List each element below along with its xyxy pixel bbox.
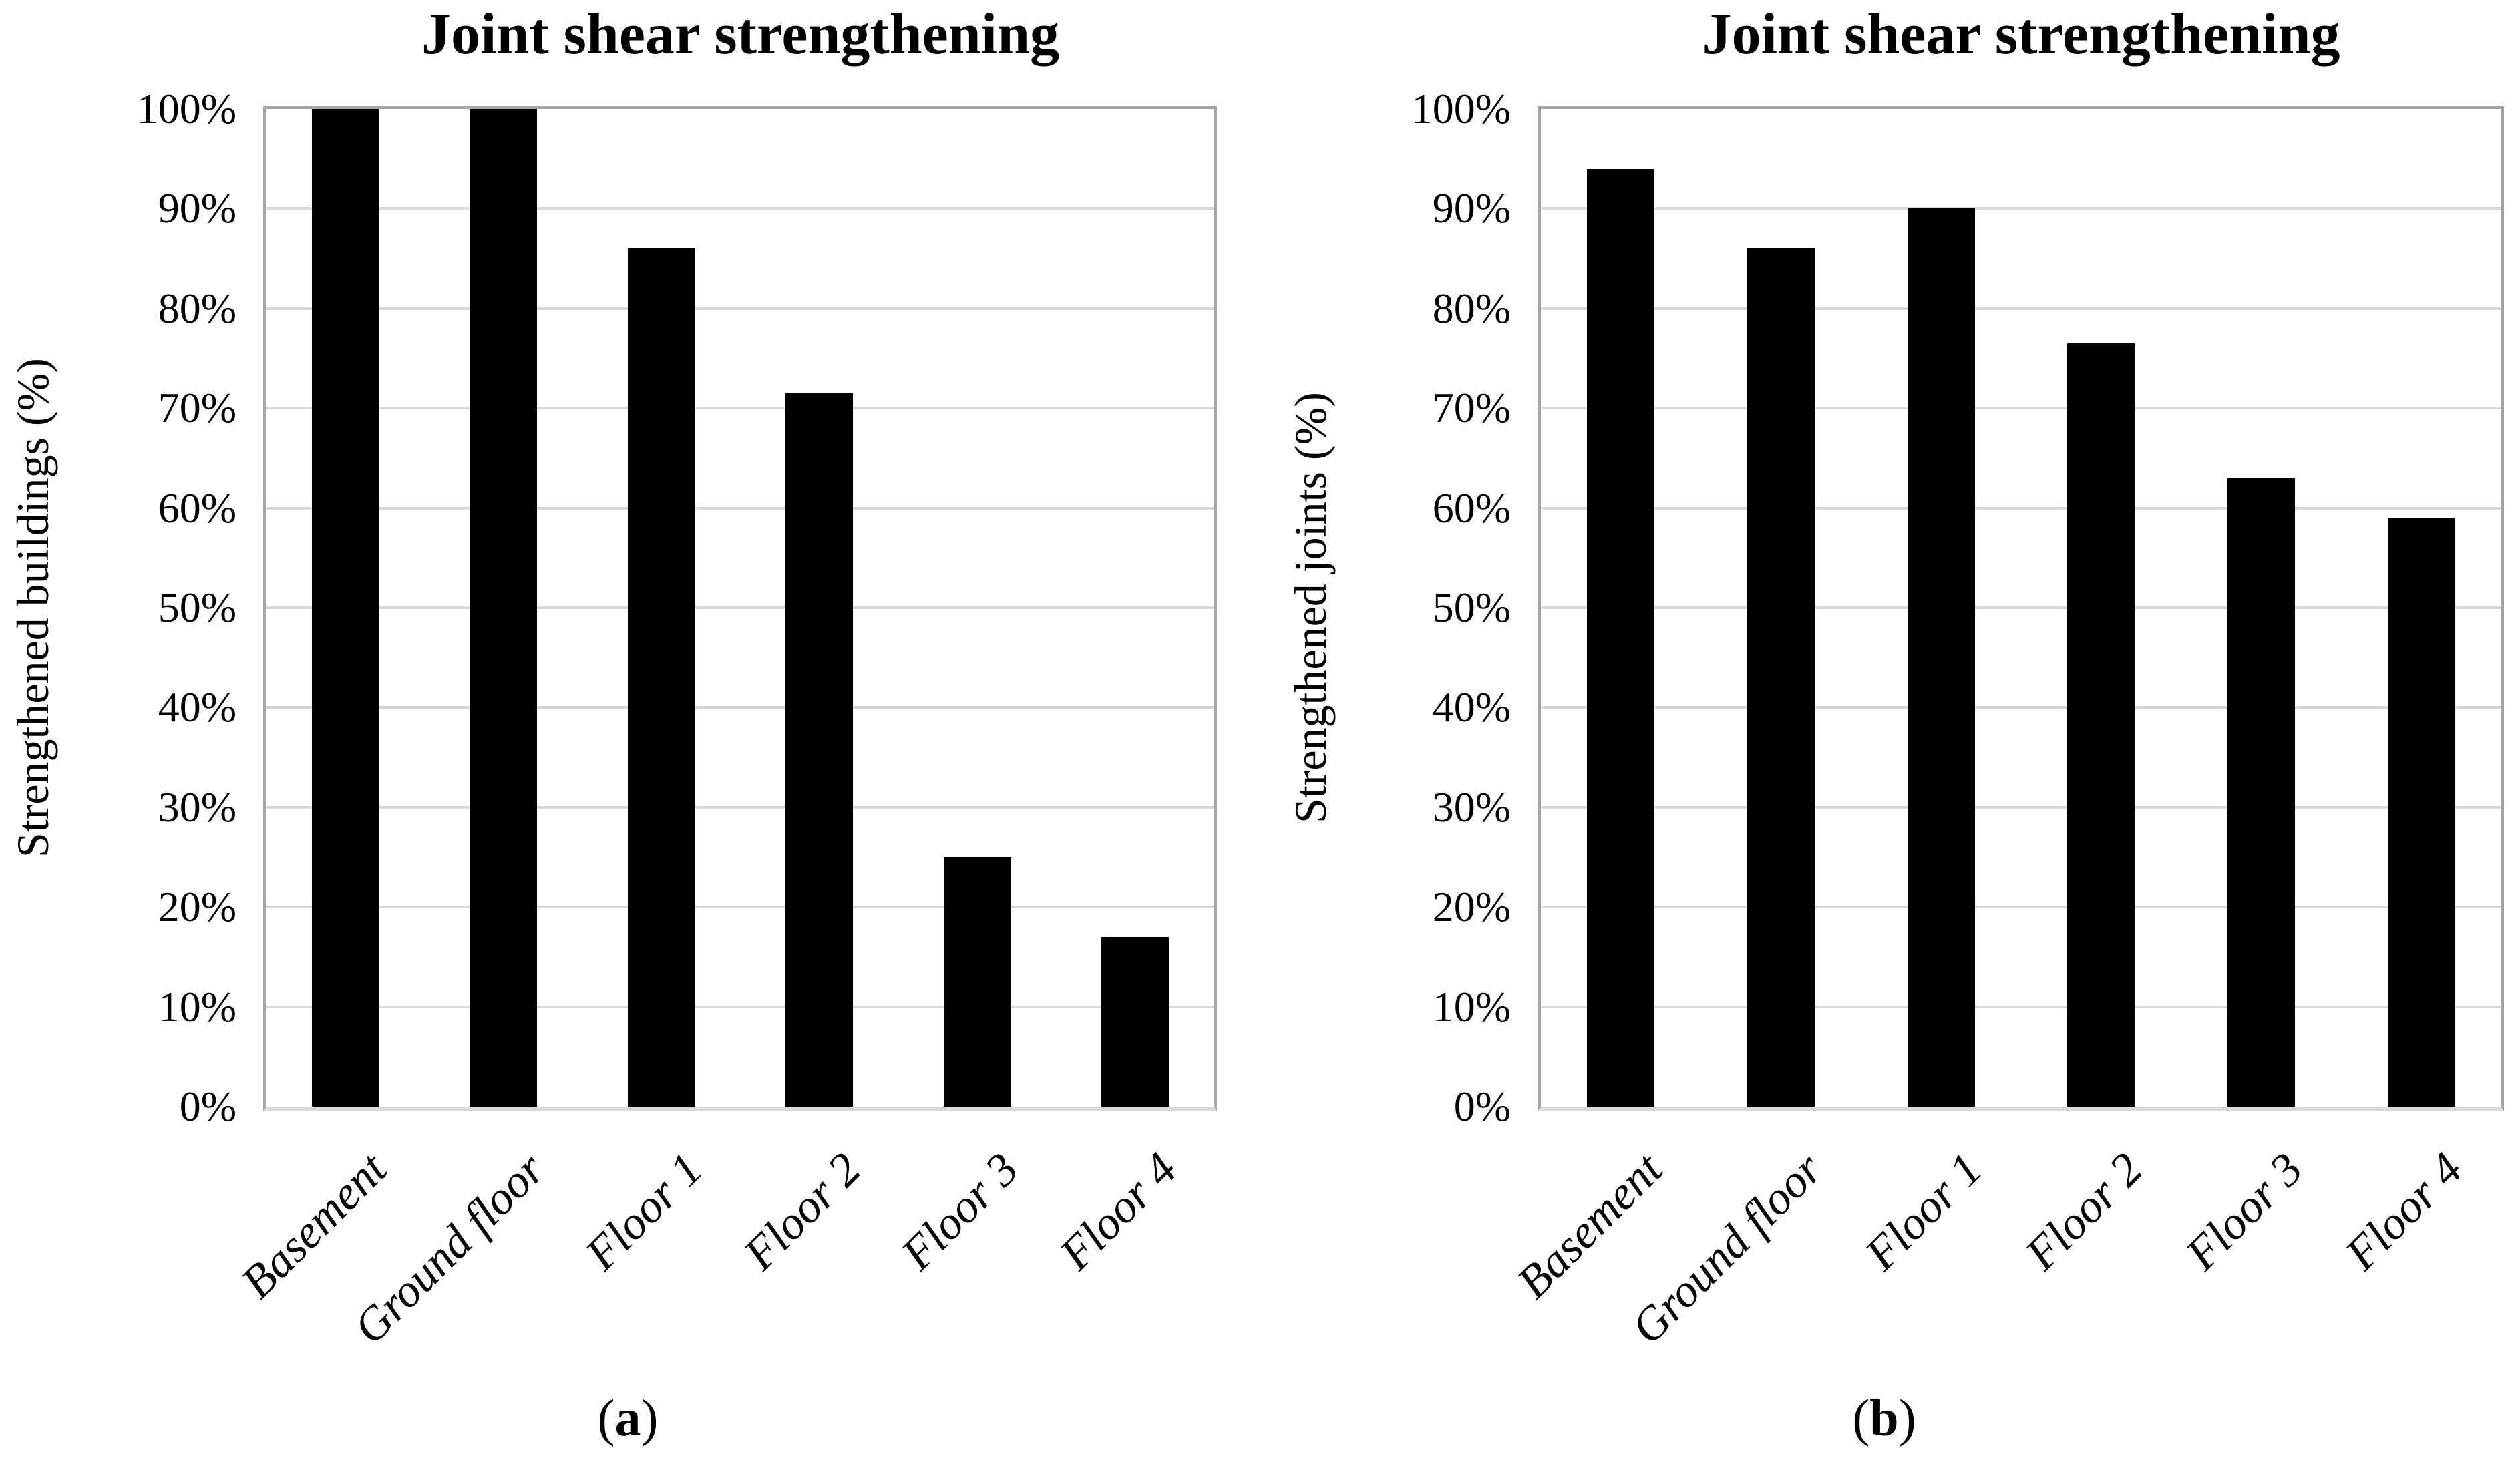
- y-tick-label-20: 20%: [1432, 883, 1511, 931]
- caption-paren-close: ): [641, 1388, 659, 1447]
- caption-paren-close: ): [1898, 1388, 1916, 1447]
- bar-floor-2: [785, 393, 853, 1107]
- y-tick-label-30: 30%: [158, 783, 236, 831]
- caption-letter: b: [1869, 1388, 1899, 1447]
- gridline-10: [1541, 1005, 2501, 1008]
- x-label-floor-2: Floor 2: [2016, 1143, 2153, 1280]
- gridline-70: [1541, 407, 2501, 410]
- y-tick-label-50: 50%: [158, 584, 236, 631]
- gridline-20: [1541, 906, 2501, 909]
- gridline-10: [266, 1005, 1214, 1008]
- y-tick-label-40: 40%: [158, 683, 236, 731]
- gridline-60: [1541, 506, 2501, 510]
- y-tick-label-60: 60%: [158, 484, 236, 532]
- x-label-floor-4: Floor 4: [1050, 1143, 1187, 1280]
- y-tick-label-50: 50%: [1432, 584, 1511, 631]
- bar-floor-3: [2227, 478, 2295, 1107]
- panel-caption-b: (b): [1256, 1389, 2512, 1447]
- y-tick-label-70: 70%: [158, 384, 236, 432]
- x-label-basement: Basement: [231, 1143, 397, 1309]
- gridline-40: [1541, 706, 2501, 709]
- x-label-floor-1: Floor 1: [576, 1143, 713, 1280]
- caption-letter: a: [614, 1388, 641, 1447]
- gridline-50: [266, 606, 1214, 609]
- gridline-90: [1541, 207, 2501, 210]
- y-tick-label-60: 60%: [1432, 484, 1511, 532]
- x-label-floor-3: Floor 3: [2175, 1143, 2313, 1280]
- gridline-60: [266, 506, 1214, 510]
- chart-panel-a: Joint shear strengthening Strengthened b…: [0, 2, 1256, 1447]
- gridline-30: [1541, 805, 2501, 809]
- y-tick-label-20: 20%: [158, 883, 236, 931]
- y-tick-label-70: 70%: [1432, 384, 1511, 432]
- gridline-30: [266, 805, 1214, 809]
- y-tick-label-10: 10%: [158, 982, 236, 1031]
- x-label-floor-2: Floor 2: [734, 1143, 871, 1280]
- chart-title: Joint shear strengthening: [421, 2, 1060, 67]
- y-tick-label-0: 0%: [1453, 1083, 1511, 1130]
- plot-area: [263, 106, 1217, 1111]
- y-tick-label-30: 30%: [1432, 783, 1511, 831]
- chart-panel-b: Joint shear strengthening Strengthened j…: [1256, 0, 2512, 1484]
- gridline-90: [266, 207, 1214, 210]
- chart-title: Joint shear strengthening: [1702, 2, 2340, 67]
- gridline-50: [1541, 606, 2501, 609]
- bar-basement: [312, 109, 379, 1107]
- bar-basement: [1587, 169, 1654, 1107]
- bar-floor-4: [2388, 518, 2455, 1107]
- caption-paren-open: (: [1852, 1388, 1870, 1447]
- y-tick-label-80: 80%: [1432, 284, 1511, 332]
- y-tick-label-90: 90%: [1432, 184, 1511, 232]
- plot-area: [1538, 106, 2504, 1111]
- x-label-floor-3: Floor 3: [892, 1143, 1029, 1280]
- x-label-floor-1: Floor 1: [1855, 1143, 1992, 1280]
- x-label-basement: Basement: [1507, 1143, 1672, 1309]
- bar-floor-1: [1908, 208, 1975, 1107]
- bar-floor-4: [1101, 937, 1169, 1107]
- panel-caption-a: (a): [0, 1389, 1256, 1447]
- y-tick-label-90: 90%: [158, 184, 236, 232]
- gridline-20: [266, 906, 1214, 909]
- caption-paren-open: (: [597, 1388, 615, 1447]
- gridline-80: [1541, 307, 2501, 310]
- x-label-floor-4: Floor 4: [2336, 1143, 2473, 1280]
- bar-floor-2: [2067, 343, 2135, 1107]
- y-tick-label-40: 40%: [1432, 683, 1511, 731]
- bar-floor-3: [944, 857, 1011, 1107]
- y-tick-label-100: 100%: [136, 85, 236, 132]
- bar-ground-floor: [470, 109, 537, 1107]
- y-tick-label-0: 0%: [179, 1083, 236, 1130]
- bar-floor-1: [628, 248, 695, 1107]
- gridline-40: [266, 706, 1214, 709]
- gridline-70: [266, 407, 1214, 410]
- bar-ground-floor: [1747, 248, 1815, 1107]
- y-tick-label-80: 80%: [158, 284, 236, 332]
- gridline-80: [266, 307, 1214, 310]
- y-tick-label-10: 10%: [1432, 982, 1511, 1031]
- y-tick-label-100: 100%: [1411, 85, 1511, 132]
